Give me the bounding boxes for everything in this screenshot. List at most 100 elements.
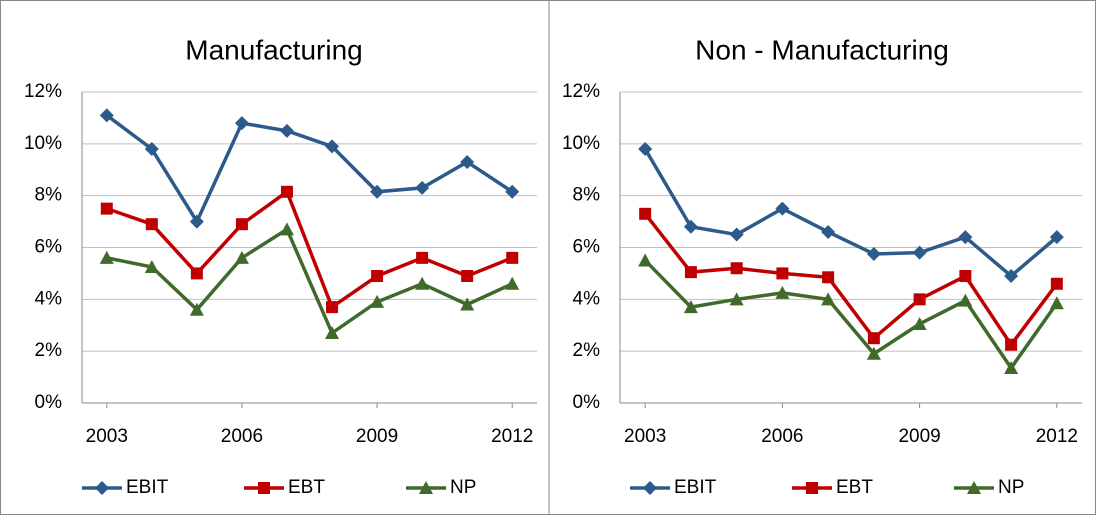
y-tick-label: 6% xyxy=(35,237,63,258)
marker xyxy=(912,245,927,260)
legend-label: NP xyxy=(450,477,476,498)
legend-label: EBT xyxy=(288,477,325,498)
marker xyxy=(638,253,653,267)
marker xyxy=(258,482,270,494)
x-tick-label: 2006 xyxy=(761,426,803,447)
marker xyxy=(279,123,294,138)
marker xyxy=(730,262,743,275)
marker xyxy=(189,302,204,316)
marker xyxy=(729,292,744,306)
marker xyxy=(643,481,657,495)
marker xyxy=(913,293,926,306)
series-line xyxy=(106,189,513,310)
marker xyxy=(1049,230,1064,245)
series-line xyxy=(643,259,1059,372)
marker xyxy=(683,219,698,234)
marker xyxy=(99,108,114,123)
marker xyxy=(822,271,835,284)
marker xyxy=(967,481,981,494)
marker xyxy=(775,201,790,216)
marker xyxy=(370,294,385,308)
marker xyxy=(235,218,248,231)
x-tick-label: 2003 xyxy=(86,426,128,447)
legend-label: EBIT xyxy=(126,477,169,498)
marker xyxy=(866,346,881,360)
marker xyxy=(1005,338,1018,351)
marker xyxy=(325,326,340,340)
marker xyxy=(821,292,836,306)
marker xyxy=(912,316,927,330)
marker xyxy=(100,202,113,215)
marker xyxy=(683,300,698,314)
marker xyxy=(460,297,475,311)
x-tick-label: 2009 xyxy=(356,426,398,447)
legend-label: NP xyxy=(998,477,1024,498)
marker xyxy=(190,267,203,280)
y-tick-label: 8% xyxy=(35,185,63,206)
y-tick-label: 4% xyxy=(573,288,601,309)
y-tick-label: 8% xyxy=(573,185,601,206)
series-line xyxy=(105,113,514,226)
marker xyxy=(461,270,474,283)
marker xyxy=(144,142,159,157)
y-tick-label: 12% xyxy=(562,81,600,102)
marker xyxy=(280,185,293,198)
marker xyxy=(639,207,652,220)
x-tick-label: 2009 xyxy=(898,426,940,447)
marker xyxy=(1004,269,1019,284)
marker xyxy=(506,251,519,264)
marker xyxy=(821,224,836,239)
marker xyxy=(729,227,744,242)
series-line xyxy=(643,212,1059,348)
marker xyxy=(958,293,973,307)
y-tick-label: 10% xyxy=(24,133,62,154)
marker xyxy=(1050,277,1063,290)
marker xyxy=(416,251,429,264)
series-line xyxy=(106,226,513,336)
marker xyxy=(806,482,818,494)
chart-title: Non - Manufacturing xyxy=(695,34,949,65)
marker xyxy=(419,481,433,494)
marker xyxy=(325,139,340,154)
series-line xyxy=(643,148,1058,279)
marker xyxy=(684,266,697,279)
marker xyxy=(959,270,972,283)
marker xyxy=(99,250,114,264)
y-tick-label: 0% xyxy=(573,392,601,413)
legend-label: EBT xyxy=(836,477,873,498)
marker xyxy=(370,184,385,199)
legend-label: EBIT xyxy=(674,477,717,498)
marker xyxy=(95,481,109,495)
marker xyxy=(638,142,653,157)
marker xyxy=(234,116,249,131)
marker xyxy=(234,250,249,264)
marker xyxy=(415,276,430,290)
marker xyxy=(866,246,881,261)
marker xyxy=(867,332,880,345)
marker xyxy=(505,276,520,290)
marker xyxy=(145,218,158,231)
marker xyxy=(460,154,475,169)
marker xyxy=(326,301,339,314)
marker xyxy=(1049,296,1064,310)
marker xyxy=(505,184,520,199)
y-tick-label: 6% xyxy=(573,237,601,258)
x-tick-label: 2003 xyxy=(624,426,666,447)
x-tick-label: 2012 xyxy=(491,426,533,447)
y-tick-label: 2% xyxy=(573,340,601,361)
marker xyxy=(371,270,384,283)
marker xyxy=(775,285,790,299)
marker xyxy=(279,222,294,236)
y-tick-label: 0% xyxy=(35,392,63,413)
marker xyxy=(776,267,789,280)
marker xyxy=(958,230,973,245)
x-tick-label: 2012 xyxy=(1036,426,1078,447)
chart-title: Manufacturing xyxy=(185,34,362,65)
x-tick-label: 2006 xyxy=(221,426,263,447)
marker xyxy=(1004,361,1019,375)
marker xyxy=(189,214,204,229)
y-tick-label: 10% xyxy=(562,133,600,154)
marker xyxy=(144,259,159,273)
y-tick-label: 12% xyxy=(24,81,62,102)
